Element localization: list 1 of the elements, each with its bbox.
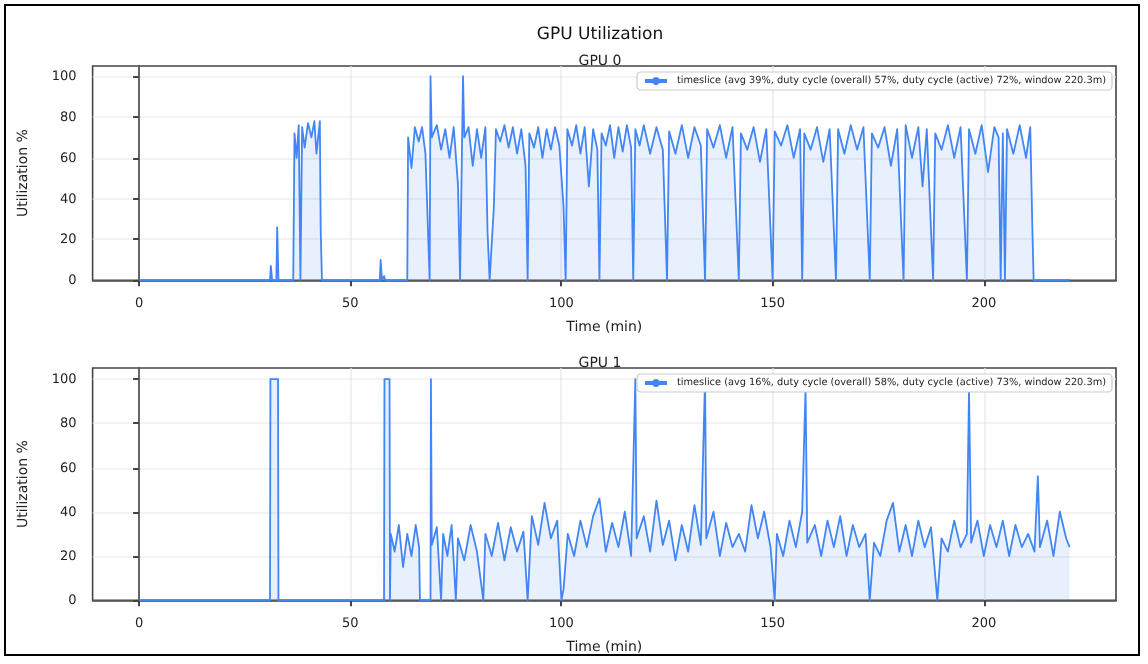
text: GPU Utilization xyxy=(536,25,664,45)
